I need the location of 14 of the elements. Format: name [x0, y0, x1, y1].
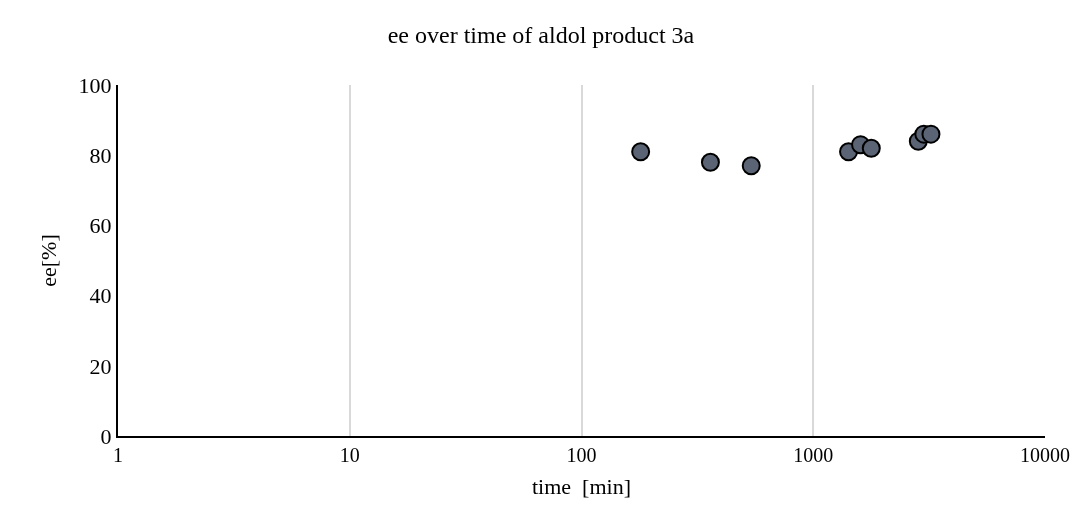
x-tick-label: 10000: [1020, 444, 1070, 466]
y-tick-label: 60: [89, 213, 112, 239]
y-tick-label: 100: [78, 72, 112, 98]
x-axis-title: time [min]: [532, 474, 631, 500]
y-axis-title: ee[%]: [35, 234, 61, 287]
y-tick-label: 0: [100, 423, 112, 449]
x-tick-label: 100: [566, 444, 597, 466]
chart-title: ee over time of aldol product 3a: [387, 22, 695, 49]
x-tick-label: 1: [113, 444, 123, 466]
y-tick-label: 40: [89, 283, 112, 309]
y-tick-label: 80: [89, 142, 112, 168]
y-tick-label: 20: [89, 353, 112, 379]
x-tick-label: 10: [339, 444, 360, 466]
x-tick-label: 1000: [793, 444, 834, 466]
